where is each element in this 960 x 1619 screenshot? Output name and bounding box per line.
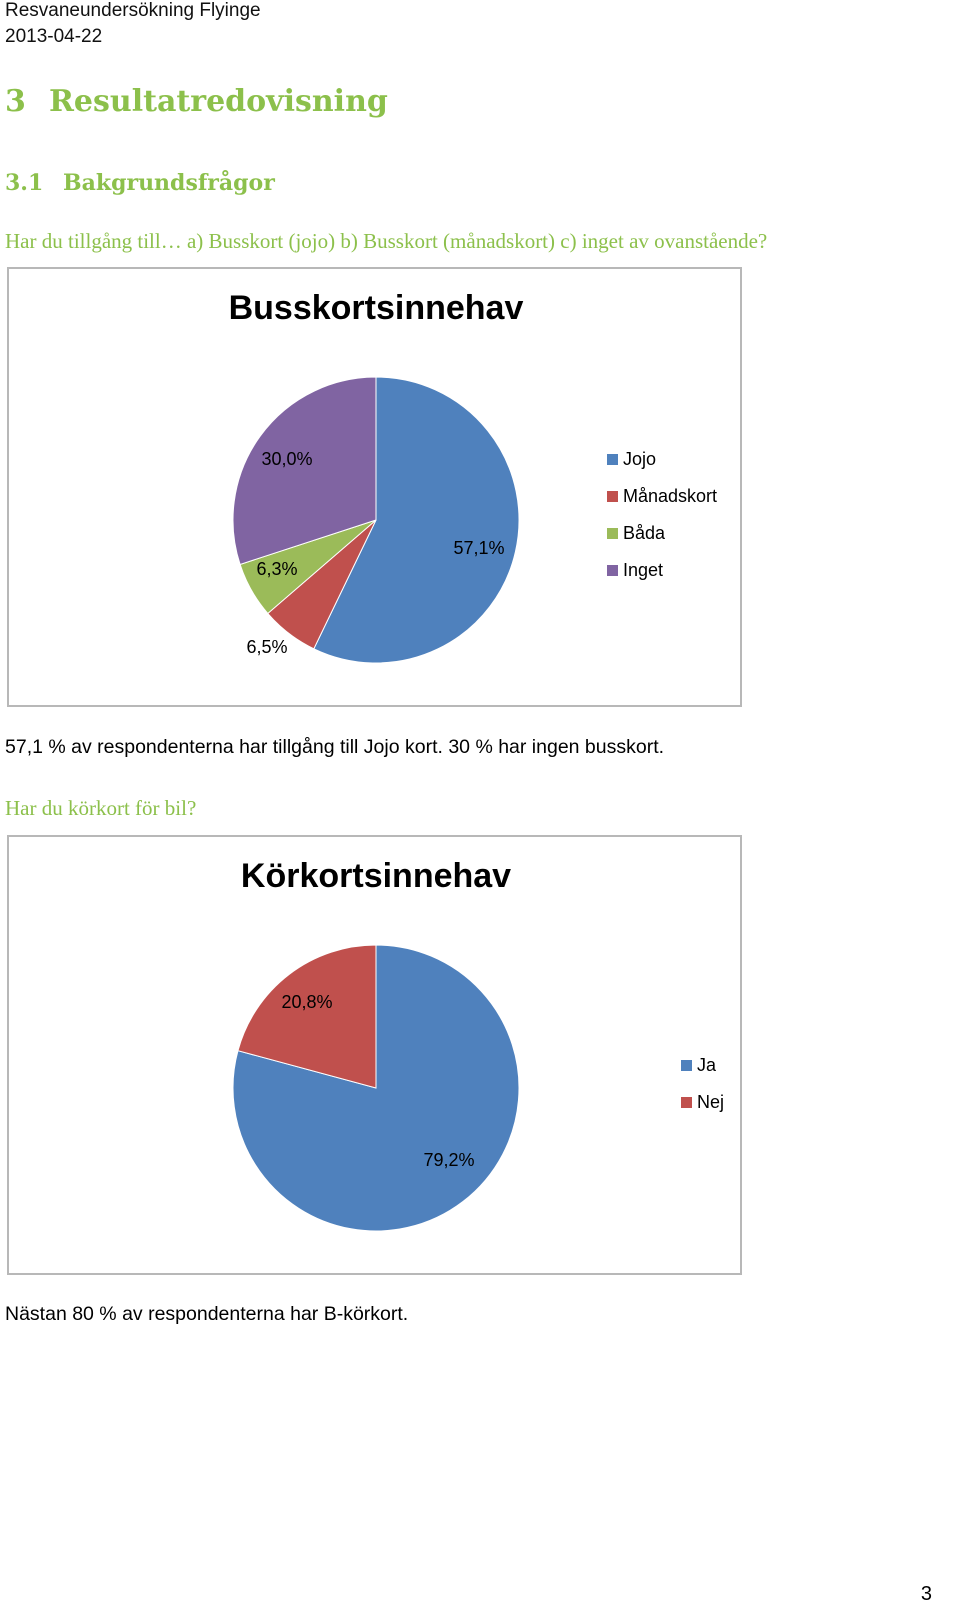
data-label-ja: 79,2%	[423, 1150, 474, 1170]
data-label-bada: 6,3%	[256, 559, 297, 579]
legend-label-inget: Inget	[623, 560, 663, 580]
pie-slice-inget	[232, 376, 377, 566]
data-label-inget: 30,0%	[261, 449, 312, 469]
legend-label-jojo: Jojo	[623, 449, 656, 469]
chart-title: Körkortsinnehav	[241, 857, 511, 895]
section-title: Resultatredovisning	[49, 84, 388, 119]
question-bus-card: Har du tillgång till… a) Busskort (jojo)…	[5, 229, 768, 253]
legend-swatch-manadskort	[607, 491, 618, 502]
document-header-title: Resvaneundersökning Flyinge	[5, 0, 261, 21]
chart-busskortsinnehav: Busskortsinnehav 57,1% 6,5% 6,3% 30,0% Jojo M…	[7, 267, 742, 707]
data-label-manadskort: 6,5%	[246, 637, 287, 657]
section-number: 3	[5, 84, 26, 119]
chart-korkortsinnehav: Körkortsinnehav 79,2% 20,8% Ja Nej	[7, 835, 742, 1275]
page-number: 3	[920, 1583, 932, 1605]
legend-swatch-ja	[681, 1060, 692, 1071]
chart-busskortsinnehav-svg: Busskortsinnehav 57,1% 6,5% 6,3% 30,0% Jojo M…	[229, 289, 717, 664]
legend-label-bada: Båda	[623, 523, 666, 543]
legend-swatch-bada	[607, 528, 618, 539]
legend-swatch-jojo	[607, 454, 618, 465]
section-heading: 3 Resultatredovisning	[5, 84, 388, 119]
data-label-jojo: 57,1%	[453, 538, 504, 558]
document-header-date: 2013-04-22	[5, 26, 103, 47]
legend-swatch-nej	[681, 1097, 692, 1108]
data-label-nej: 20,8%	[281, 992, 332, 1012]
pie-slice-nej	[237, 944, 377, 1089]
chart-korkortsinnehav-svg: Körkortsinnehav 79,2% 20,8% Ja Nej	[232, 857, 724, 1232]
chart-title: Busskortsinnehav	[229, 289, 524, 327]
pie-slice-ja	[232, 944, 520, 1232]
question-drivers-license: Har du körkort för bil?	[5, 796, 197, 820]
legend-label-ja: Ja	[697, 1055, 717, 1075]
subsection-number: 3.1	[5, 170, 44, 196]
pie-slice-jojo	[313, 376, 520, 664]
subsection-title: Bakgrundsfrågor	[63, 170, 275, 196]
summary-bus-card: 57,1 % av respondenterna har tillgång ti…	[5, 736, 665, 758]
legend-label-manadskort: Månadskort	[623, 486, 717, 506]
legend-label-nej: Nej	[697, 1092, 724, 1112]
legend-swatch-inget	[607, 565, 618, 576]
subsection-heading: 3.1 Bakgrundsfrågor	[5, 170, 275, 196]
summary-drivers-license: Nästan 80 % av respondenterna har B-körk…	[5, 1303, 409, 1325]
